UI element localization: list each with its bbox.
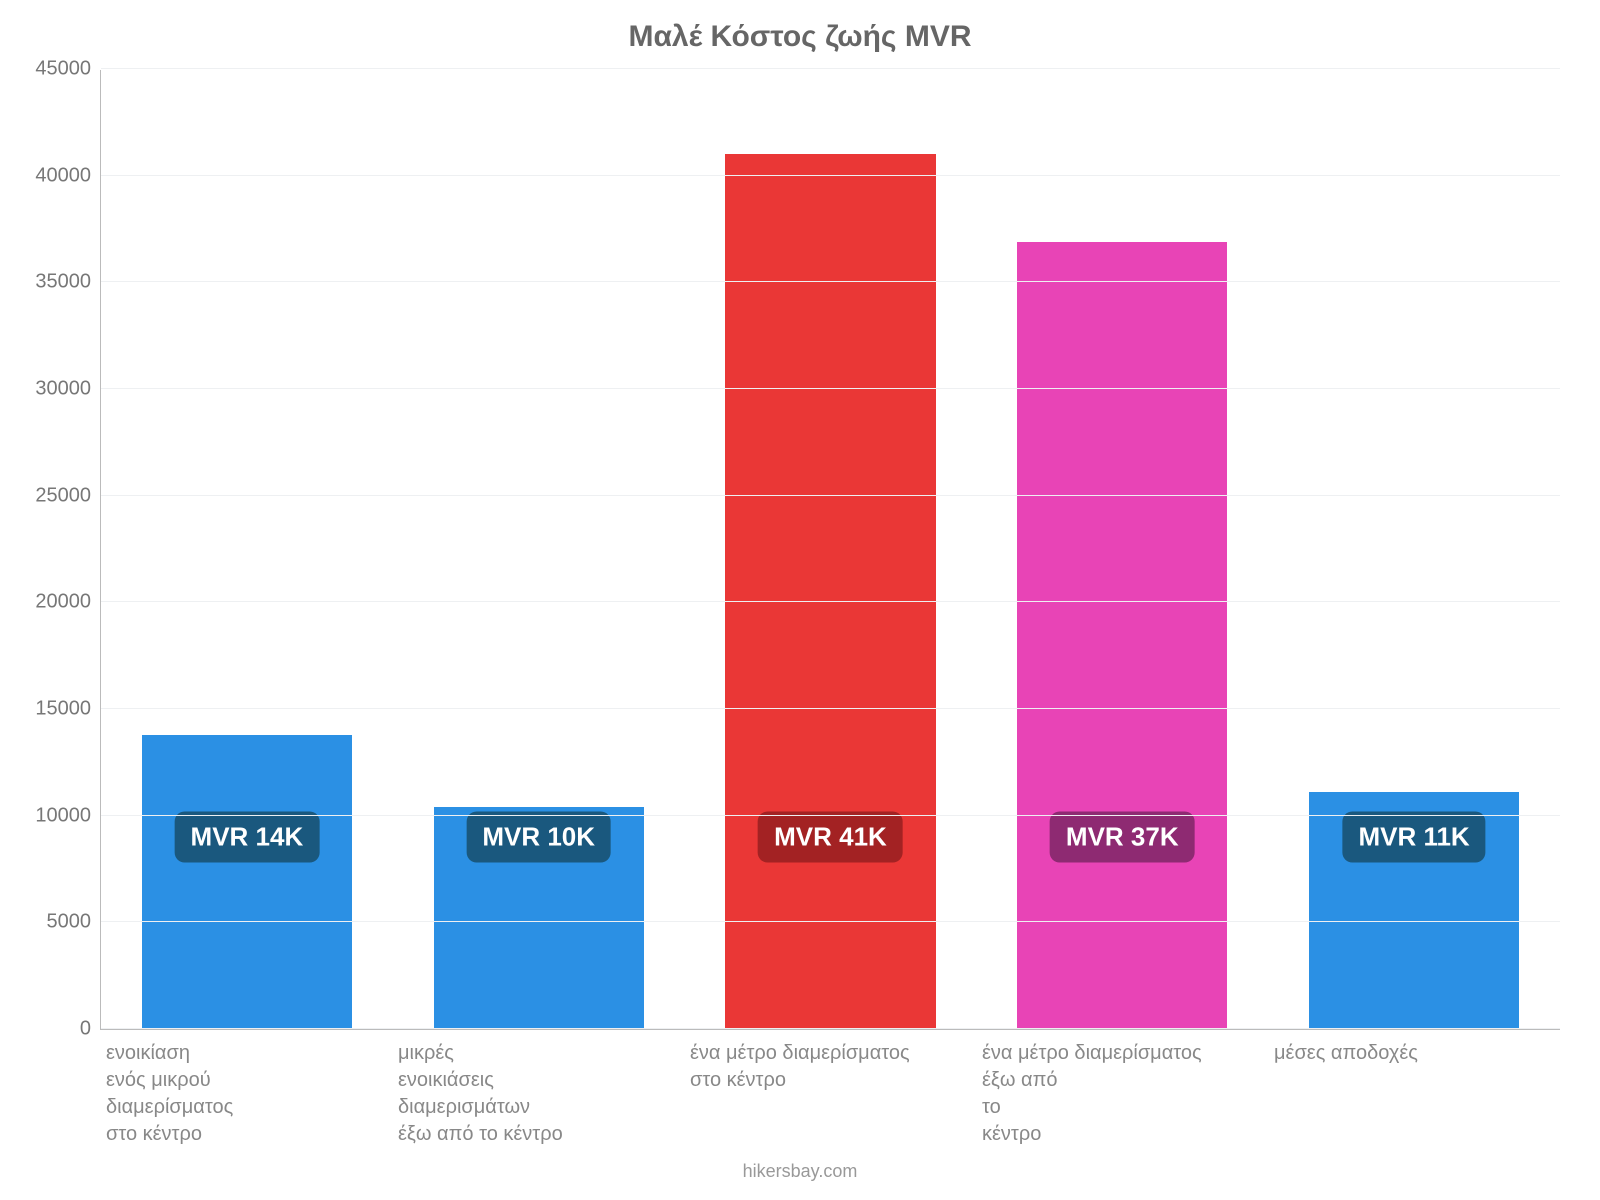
grid-line bbox=[101, 281, 1560, 282]
y-tick-label: 25000 bbox=[35, 484, 91, 507]
grid-line bbox=[101, 68, 1560, 69]
bar-slot: MVR 11K bbox=[1268, 70, 1560, 1029]
value-badge: MVR 41K bbox=[758, 812, 903, 863]
y-tick-label: 35000 bbox=[35, 271, 91, 294]
bar bbox=[142, 735, 352, 1029]
x-axis-label: μέσες αποδοχές bbox=[1274, 1040, 1554, 1067]
value-badge: MVR 11K bbox=[1342, 812, 1485, 863]
grid-line bbox=[101, 921, 1560, 922]
x-label-slot: ένα μέτρο διαμερίσματος έξω από το κέντρ… bbox=[976, 1040, 1268, 1148]
y-tick-label: 0 bbox=[80, 1018, 91, 1041]
plot-area: MVR 14KMVR 10KMVR 41KMVR 37KMVR 11K 0500… bbox=[100, 70, 1560, 1030]
x-axis-label: ένα μέτρο διαμερίσματος στο κέντρο bbox=[690, 1040, 970, 1094]
x-label-slot: μικρές ενοικιάσεις διαμερισμάτων έξω από… bbox=[392, 1040, 684, 1148]
y-tick-label: 45000 bbox=[35, 58, 91, 81]
x-axis-label: μικρές ενοικιάσεις διαμερισμάτων έξω από… bbox=[398, 1040, 678, 1148]
y-tick-label: 10000 bbox=[35, 804, 91, 827]
grid-line bbox=[101, 601, 1560, 602]
x-label-slot: ενοικίαση ενός μικρού διαμερίσματος στο … bbox=[100, 1040, 392, 1148]
bar-slot: MVR 41K bbox=[685, 70, 977, 1029]
chart-credit: hikersbay.com bbox=[0, 1161, 1600, 1182]
bar-slot: MVR 14K bbox=[101, 70, 393, 1029]
value-badge: MVR 10K bbox=[466, 812, 611, 863]
grid-line bbox=[101, 815, 1560, 816]
grid-line bbox=[101, 495, 1560, 496]
y-tick-label: 30000 bbox=[35, 378, 91, 401]
bar-slot: MVR 37K bbox=[976, 70, 1268, 1029]
bar-slot: MVR 10K bbox=[393, 70, 685, 1029]
x-axis-labels: ενοικίαση ενός μικρού διαμερίσματος στο … bbox=[100, 1040, 1560, 1148]
x-axis-label: ενοικίαση ενός μικρού διαμερίσματος στο … bbox=[106, 1040, 386, 1148]
bar bbox=[1017, 242, 1227, 1029]
x-label-slot: ένα μέτρο διαμερίσματος στο κέντρο bbox=[684, 1040, 976, 1148]
value-badge: MVR 14K bbox=[175, 812, 320, 863]
grid-line bbox=[101, 388, 1560, 389]
bar bbox=[725, 154, 935, 1029]
grid-line bbox=[101, 708, 1560, 709]
x-axis-label: ένα μέτρο διαμερίσματος έξω από το κέντρ… bbox=[982, 1040, 1262, 1148]
x-label-slot: μέσες αποδοχές bbox=[1268, 1040, 1560, 1148]
grid-line bbox=[101, 1028, 1560, 1029]
grid-line bbox=[101, 175, 1560, 176]
chart-title: Μαλέ Κόστος ζωής MVR bbox=[0, 20, 1600, 54]
y-tick-label: 15000 bbox=[35, 698, 91, 721]
y-tick-label: 5000 bbox=[47, 911, 92, 934]
y-tick-label: 40000 bbox=[35, 164, 91, 187]
cost-of-living-chart: Μαλέ Κόστος ζωής MVR MVR 14K MVR 10K MVR 4… bbox=[0, 0, 1600, 1200]
y-tick-label: 20000 bbox=[35, 591, 91, 614]
value-badge: MVR 37K bbox=[1050, 812, 1195, 863]
bars-container: MVR 14K MVR 10K MVR 41K MVR 37K MVR 11K bbox=[101, 70, 1560, 1029]
